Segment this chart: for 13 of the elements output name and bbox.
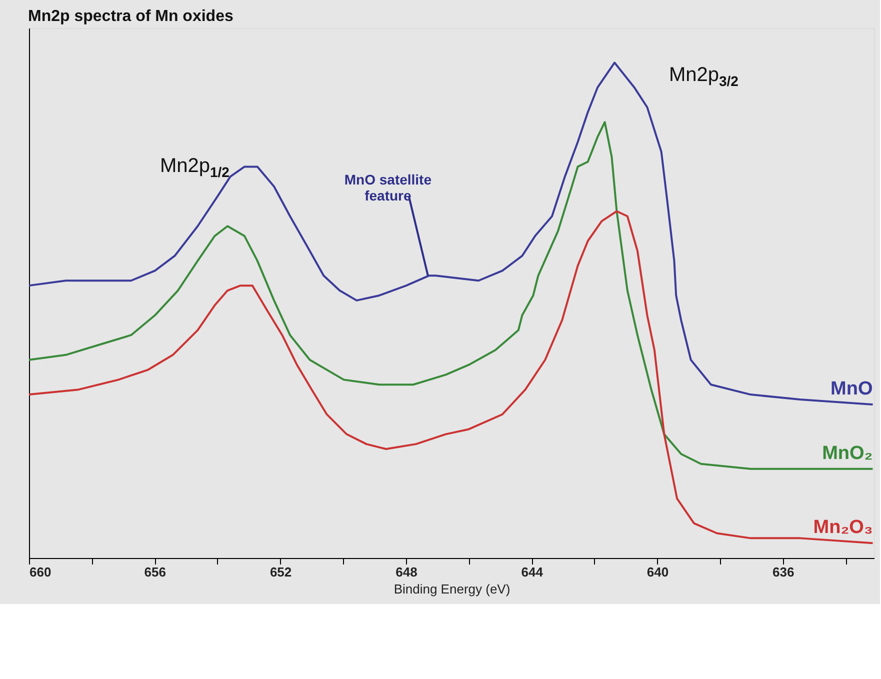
series-label: MnO₂ xyxy=(822,442,873,464)
chart-title: Mn2p spectra of Mn oxides xyxy=(28,8,234,25)
x-tick-label: 656 xyxy=(144,564,166,580)
x-axis-title: Binding Energy (eV) xyxy=(394,582,510,596)
series-label: MnO xyxy=(830,378,873,400)
x-tick-label: 636 xyxy=(772,564,794,580)
x-tick-label: 644 xyxy=(521,564,544,580)
x-tick-label: 660 xyxy=(30,564,52,580)
annotation: MnO satellite feature xyxy=(344,172,432,204)
x-tick-label: 652 xyxy=(270,564,292,580)
x-tick-label: 640 xyxy=(646,564,669,580)
x-tick-label: 648 xyxy=(396,564,418,580)
series-label: Mn₂O₃ xyxy=(813,517,873,538)
